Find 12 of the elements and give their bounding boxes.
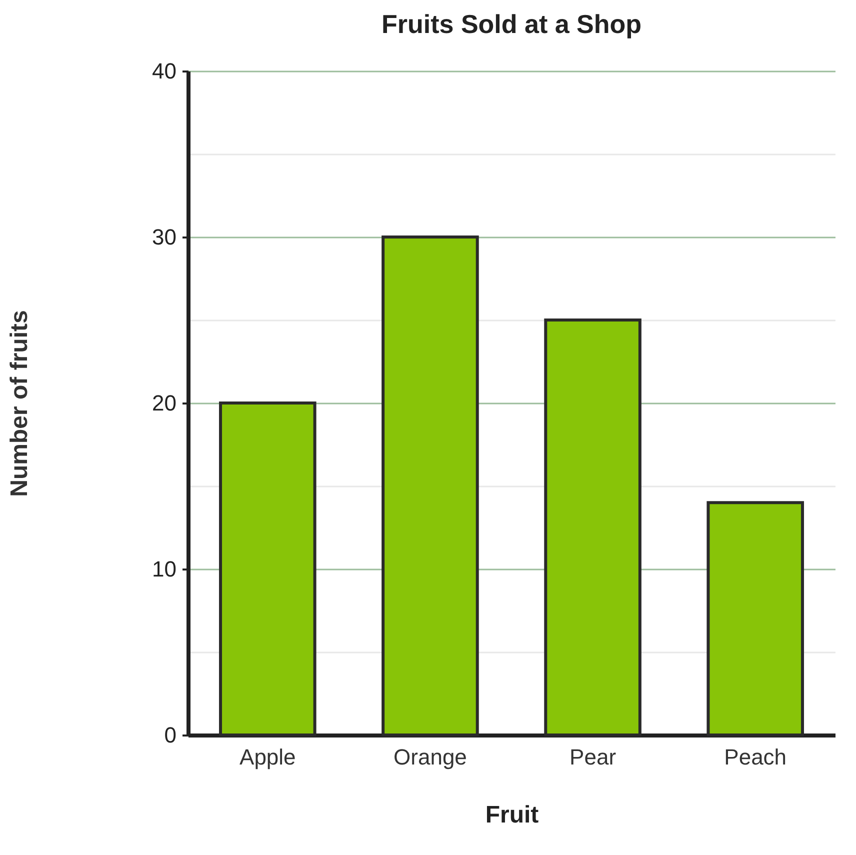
y-tick-label: 30 <box>152 224 176 250</box>
x-tick-label: Peach <box>724 744 787 770</box>
y-tick-label: 10 <box>152 556 176 582</box>
x-tick-label: Pear <box>570 744 616 770</box>
x-axis-title: Fruit <box>485 802 539 828</box>
x-tick-label: Apple <box>240 744 296 770</box>
y-axis-title: Number of fruits <box>6 310 34 497</box>
chart-title: Fruits Sold at a Shop <box>381 9 642 39</box>
y-tick-label: 20 <box>152 390 176 416</box>
y-tick-label: 0 <box>164 722 176 748</box>
x-tick-label: Orange <box>394 744 467 770</box>
y-tick-label: 40 <box>152 58 176 84</box>
